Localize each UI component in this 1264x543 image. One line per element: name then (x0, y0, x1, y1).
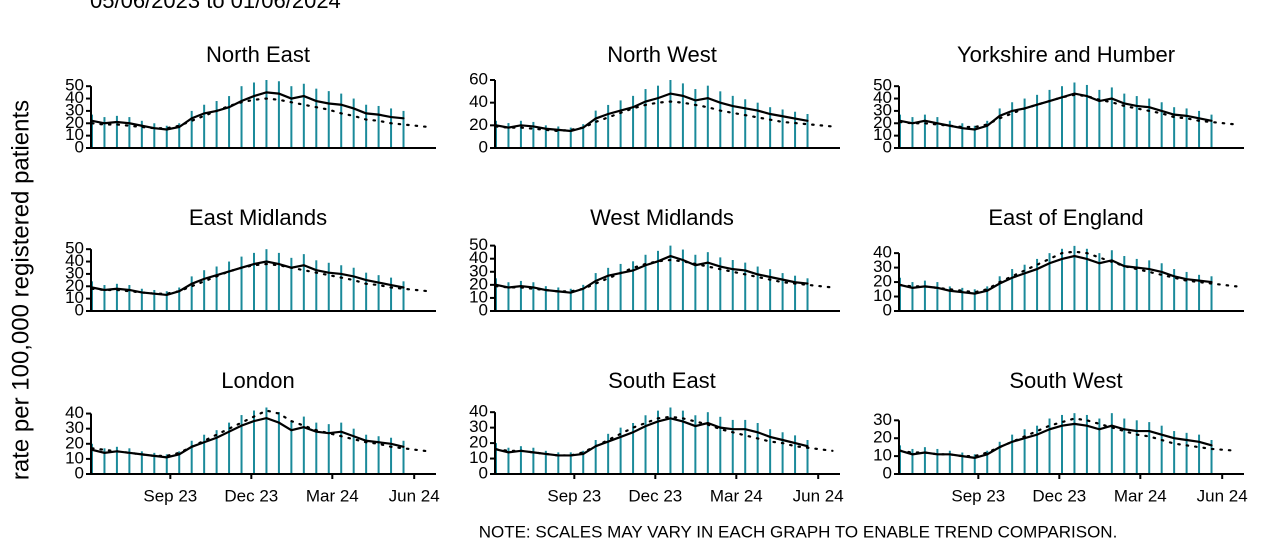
panel-title: South West (1009, 368, 1122, 393)
average-line (90, 416, 405, 459)
x-tick-label: Sep 23 (951, 486, 1005, 505)
panel-title: North West (607, 42, 717, 67)
average-line (494, 92, 809, 133)
average-line (898, 254, 1213, 295)
panel-title: West Midlands (590, 205, 734, 230)
panel: North West 0 20 40 60 (469, 42, 840, 156)
y-tick-label: 40 (65, 251, 84, 270)
y-tick-label: 40 (65, 403, 84, 422)
y-tick-label: 10 (65, 125, 84, 144)
y-tick-label: 20 (65, 433, 84, 452)
y-tick-label: 20 (873, 428, 892, 447)
x-tick-label: Sep 23 (143, 486, 197, 505)
y-tick-label: 20 (65, 113, 84, 132)
y-tick-label: 30 (873, 257, 892, 276)
y-tick-label: 0 (479, 300, 488, 319)
y-tick-label: 0 (75, 137, 84, 156)
y-tick-label: 40 (873, 243, 892, 262)
x-tick-label: Dec 23 (1032, 486, 1086, 505)
x-tick-label: Sep 23 (547, 486, 601, 505)
y-tick-label: 0 (883, 137, 892, 156)
y-tick-label: 30 (873, 100, 892, 119)
y-tick-label: 20 (873, 113, 892, 132)
y-tick-label: 10 (873, 125, 892, 144)
x-tick-label: Jun 24 (389, 486, 440, 505)
y-tick-label: 10 (873, 286, 892, 305)
x-tick-label: Mar 24 (1114, 486, 1167, 505)
x-tick-label: Mar 24 (710, 486, 763, 505)
y-tick-label: 0 (479, 463, 488, 482)
average-line (494, 417, 809, 457)
y-tick-label: 50 (469, 235, 488, 254)
y-tick-label: 30 (469, 261, 488, 280)
x-tick-label: Dec 23 (628, 486, 682, 505)
y-tick-label: 20 (469, 433, 488, 452)
panel-title: East of England (988, 205, 1143, 230)
y-tick-label: 40 (469, 402, 488, 421)
average-line (90, 91, 405, 131)
y-tick-label: 50 (873, 76, 892, 95)
y-tick-label: 0 (479, 137, 488, 156)
y-tick-label: 30 (65, 263, 84, 282)
y-tick-label: 30 (65, 418, 84, 437)
y-axis-label: rate per 100,000 registered patients (7, 100, 34, 480)
y-tick-label: 30 (65, 100, 84, 119)
x-tick-label: Dec 23 (224, 486, 278, 505)
baseline-line (898, 417, 1238, 458)
y-tick-label: 20 (873, 272, 892, 291)
y-tick-label: 20 (469, 274, 488, 293)
y-tick-label: 0 (75, 300, 84, 319)
y-tick-label: 10 (469, 287, 488, 306)
y-tick-label: 50 (65, 239, 84, 258)
x-tick-label: Mar 24 (306, 486, 359, 505)
y-tick-label: 0 (883, 463, 892, 482)
baseline-line (494, 415, 834, 457)
y-tick-label: 10 (65, 448, 84, 467)
y-tick-label: 40 (65, 88, 84, 107)
y-tick-label: 0 (883, 300, 892, 319)
y-tick-label: 10 (469, 448, 488, 467)
panel-title: London (221, 368, 294, 393)
y-tick-label: 20 (469, 115, 488, 134)
y-tick-label: 40 (873, 88, 892, 107)
y-tick-label: 50 (65, 76, 84, 95)
y-tick-label: 20 (65, 276, 84, 295)
panel-title: South East (608, 368, 716, 393)
x-tick-label: Jun 24 (793, 486, 844, 505)
baseline-line (90, 409, 430, 457)
y-tick-label: 30 (873, 410, 892, 429)
x-tick-label: Jun 24 (1197, 486, 1248, 505)
y-tick-label: 40 (469, 92, 488, 111)
y-tick-label: 10 (873, 446, 892, 465)
y-tick-label: 10 (65, 288, 84, 307)
note: NOTE: SCALES MAY VARY IN EACH GRAPH TO E… (479, 522, 1118, 541)
y-tick-label: 40 (469, 248, 488, 267)
y-tick-label: 60 (469, 69, 488, 88)
panel-title: Yorkshire and Humber (957, 42, 1175, 67)
baseline-line (898, 250, 1238, 294)
average-line (898, 422, 1213, 460)
y-tick-label: 30 (469, 417, 488, 436)
panel-title: East Midlands (189, 205, 327, 230)
panel-title: North East (206, 42, 310, 67)
y-tick-label: 0 (75, 463, 84, 482)
chart-subtitle: 05/06/2023 to 01/06/2024 (90, 0, 341, 13)
